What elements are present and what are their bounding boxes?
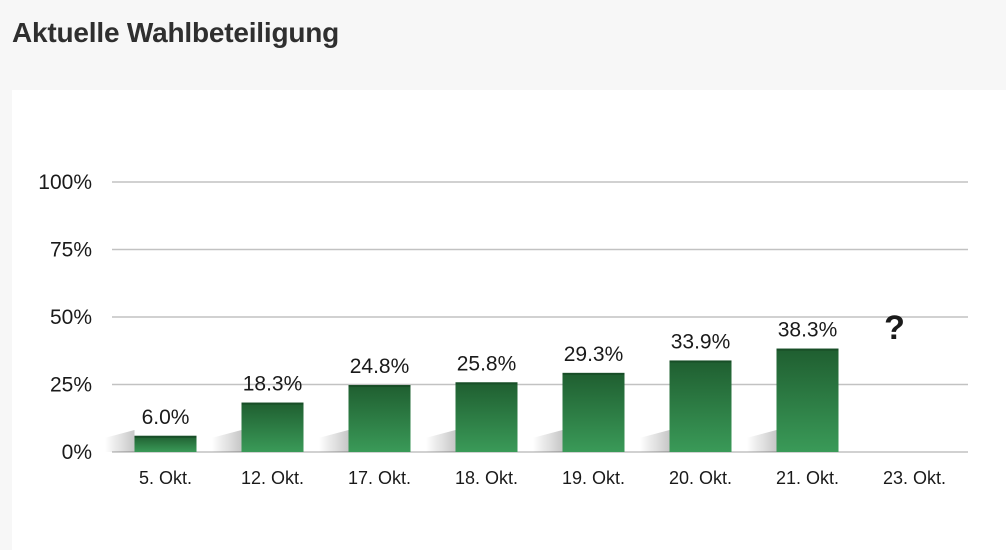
- unknown-value-label: ?: [884, 309, 905, 347]
- bar-top-edge: [455, 382, 518, 385]
- bar: [669, 360, 732, 452]
- bar-shadow: [104, 430, 135, 452]
- value-label: 6.0%: [142, 406, 190, 429]
- bar: [562, 372, 625, 452]
- bar: [455, 382, 518, 452]
- bar-shadow: [532, 430, 563, 452]
- y-tick-label: 25%: [50, 374, 92, 397]
- x-tick-label: 21. Okt.: [776, 468, 839, 488]
- bar-top-edge: [241, 402, 304, 405]
- bar-shadows: [104, 430, 777, 452]
- bar-top-edge: [348, 385, 411, 388]
- page-title: Aktuelle Wahlbeteiligung: [12, 17, 340, 48]
- chart-panel: [12, 90, 1006, 550]
- bar-shadow: [639, 430, 670, 452]
- x-tick-label: 19. Okt.: [562, 468, 625, 488]
- y-tick-label: 100%: [38, 171, 92, 194]
- grid-lines: [112, 181, 968, 453]
- bar-top-edge: [562, 372, 625, 375]
- bars: [134, 348, 839, 452]
- bar-shadow: [425, 430, 456, 452]
- bar-top-edge: [776, 348, 839, 351]
- bar: [776, 348, 839, 452]
- x-tick-label: 23. Okt.: [883, 468, 946, 488]
- y-tick-label: 0%: [62, 441, 92, 464]
- value-labels: 6.0% 18.3% 24.8% 25.8% 29.3% 33.9% 38.3%?: [142, 309, 905, 429]
- x-tick-label: 18. Okt.: [455, 468, 518, 488]
- bar-shadow: [746, 430, 777, 452]
- y-tick-label: 50%: [50, 306, 92, 329]
- bar-shadow: [211, 430, 242, 452]
- x-tick-label: 20. Okt.: [669, 468, 732, 488]
- x-tick-label: 17. Okt.: [348, 468, 411, 488]
- y-tick-label: 75%: [50, 239, 92, 262]
- bar: [348, 385, 411, 452]
- bar-top-edge: [134, 435, 197, 438]
- value-label: 33.9%: [671, 330, 731, 353]
- y-axis-tick-labels: 0% 25% 50% 75% 100%: [38, 171, 92, 464]
- value-label: 38.3%: [778, 319, 838, 342]
- bar: [134, 435, 197, 452]
- value-label: 25.8%: [457, 352, 517, 375]
- bar-shadow: [318, 430, 349, 452]
- value-label: 24.8%: [350, 355, 410, 378]
- value-label: 18.3%: [243, 373, 303, 396]
- value-label: 29.3%: [564, 343, 624, 366]
- x-tick-label: 5. Okt.: [139, 468, 192, 488]
- bar-top-edge: [669, 360, 732, 363]
- x-axis-tick-labels: 5. Okt. 12. Okt. 17. Okt. 18. Okt. 19. Okt. 2…: [139, 468, 946, 488]
- x-tick-label: 12. Okt.: [241, 468, 304, 488]
- bar: [241, 402, 304, 452]
